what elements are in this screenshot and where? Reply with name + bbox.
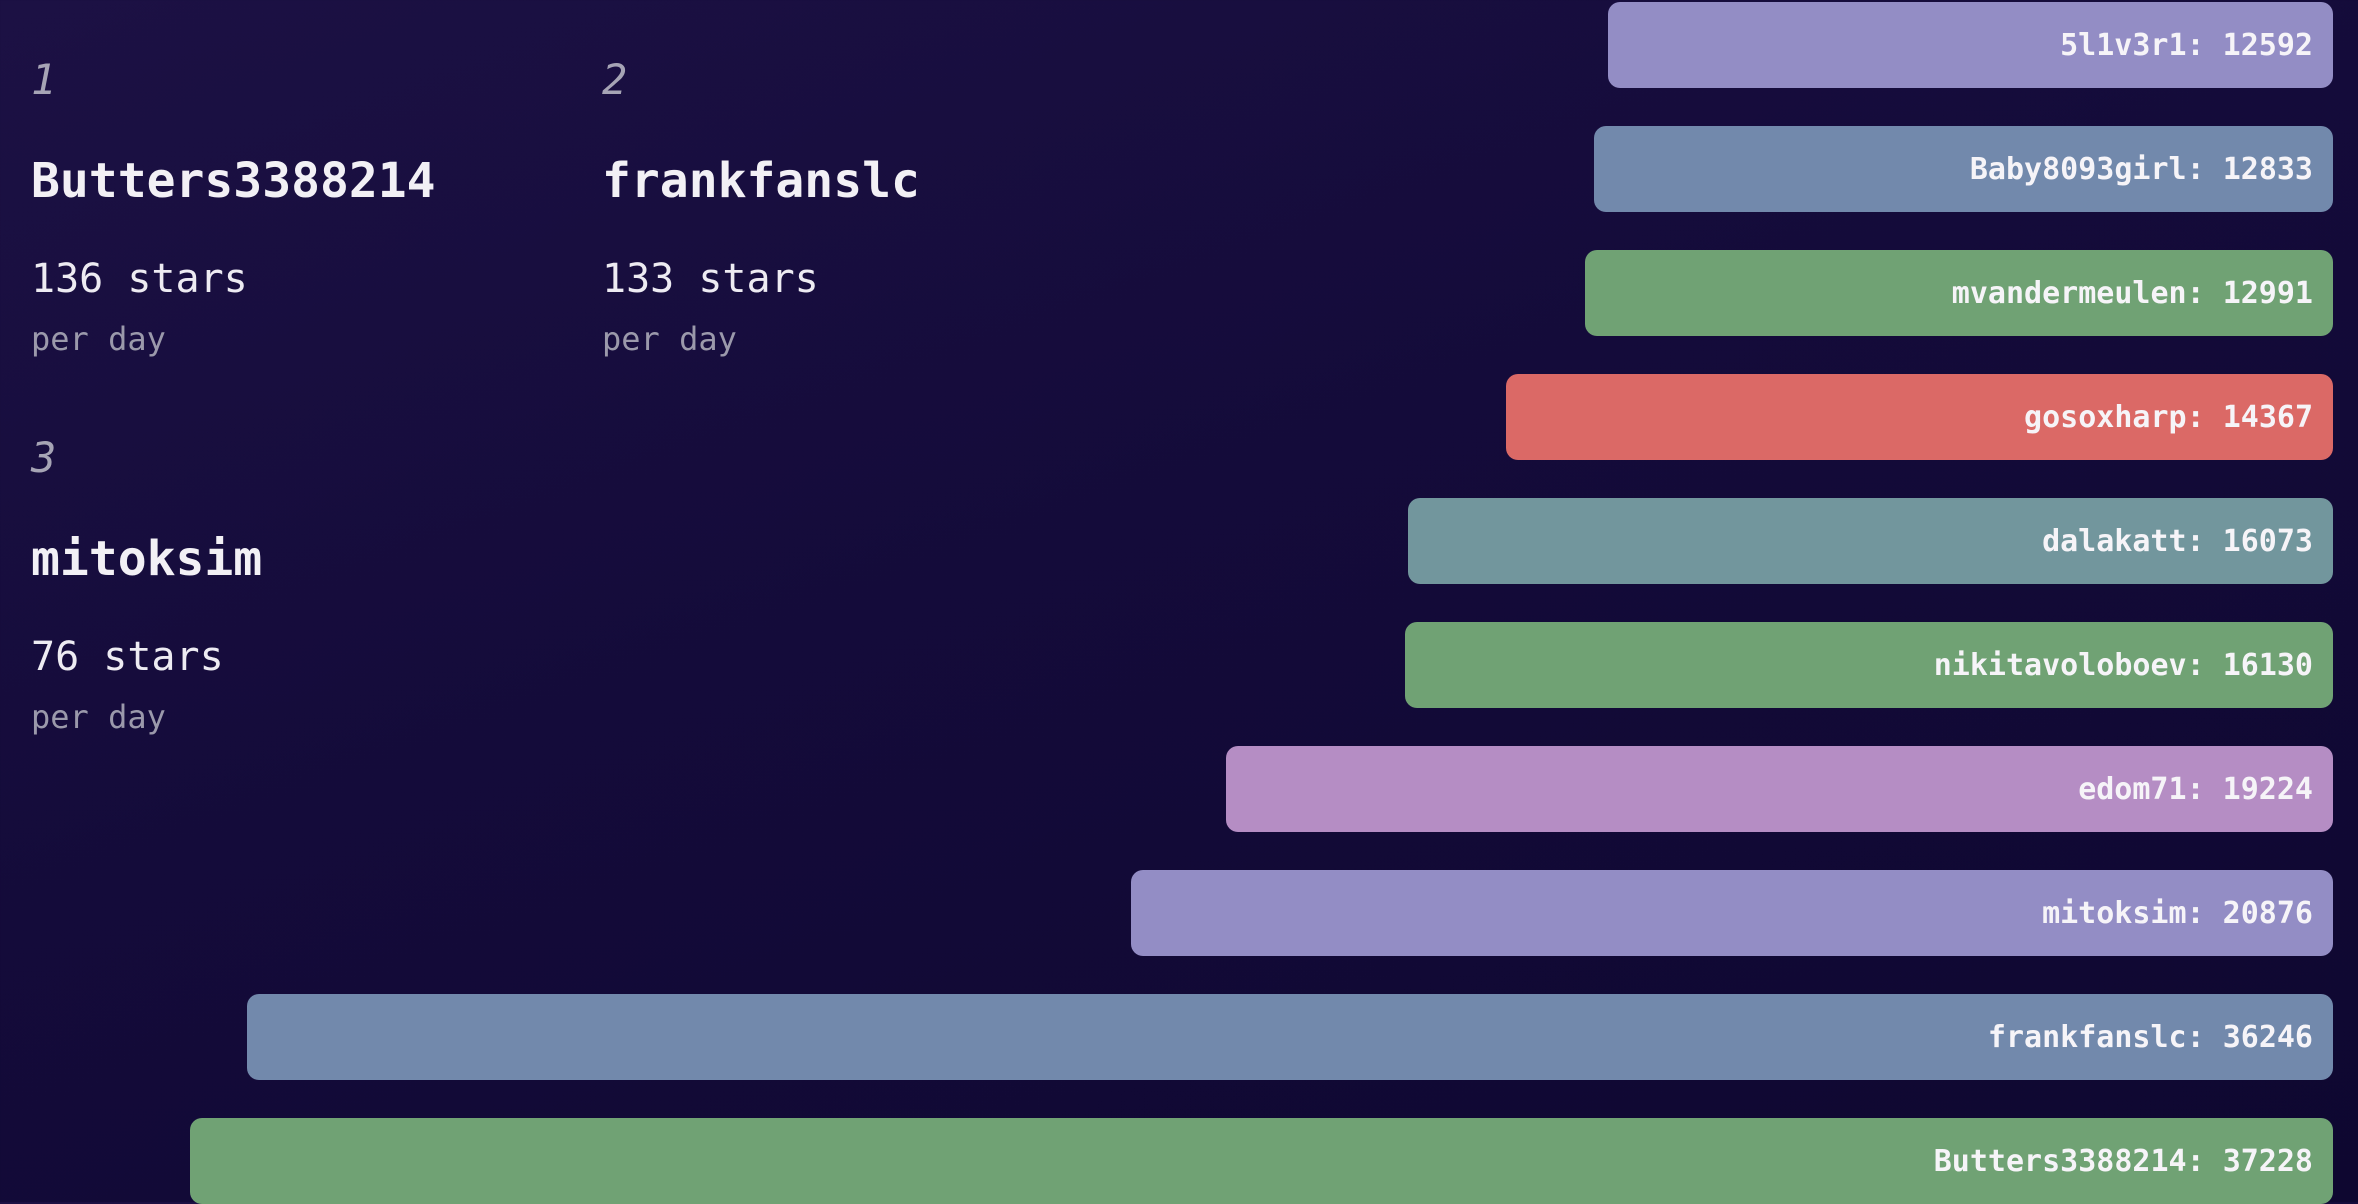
bar-label: Butters3388214: 37228 [1933, 1143, 2313, 1179]
bar-row: Butters3388214: 37228 [190, 1118, 2333, 1204]
bar-row: 5l1v3r1: 12592 [1608, 2, 2333, 88]
bar-label: mvandermeulen: 12991 [1951, 275, 2313, 311]
bar-label: gosoxharp: 14367 [2024, 399, 2313, 435]
bar-label: dalakatt: 16073 [2042, 523, 2313, 559]
bar-row: frankfanslc: 36246 [246, 994, 2333, 1080]
bar-row: Baby8093girl: 12833 [1594, 126, 2333, 212]
bar-label: mitoksim: 20876 [2042, 895, 2313, 931]
bar-row: nikitavoloboev: 16130 [1404, 622, 2333, 708]
bar-row: edom71: 19224 [1226, 746, 2333, 832]
bar-label: frankfanslc: 36246 [1987, 1019, 2313, 1055]
bar-label: nikitavoloboev: 16130 [1933, 647, 2313, 683]
bar-label: edom71: 19224 [2078, 771, 2313, 807]
bar-row: gosoxharp: 14367 [1506, 374, 2333, 460]
bar-row: mvandermeulen: 12991 [1585, 250, 2333, 336]
bar-label: 5l1v3r1: 12592 [2060, 27, 2313, 63]
bar-label: Baby8093girl: 12833 [1969, 151, 2313, 187]
bar-row: dalakatt: 16073 [1407, 498, 2333, 584]
bar-row: mitoksim: 20876 [1131, 870, 2333, 956]
